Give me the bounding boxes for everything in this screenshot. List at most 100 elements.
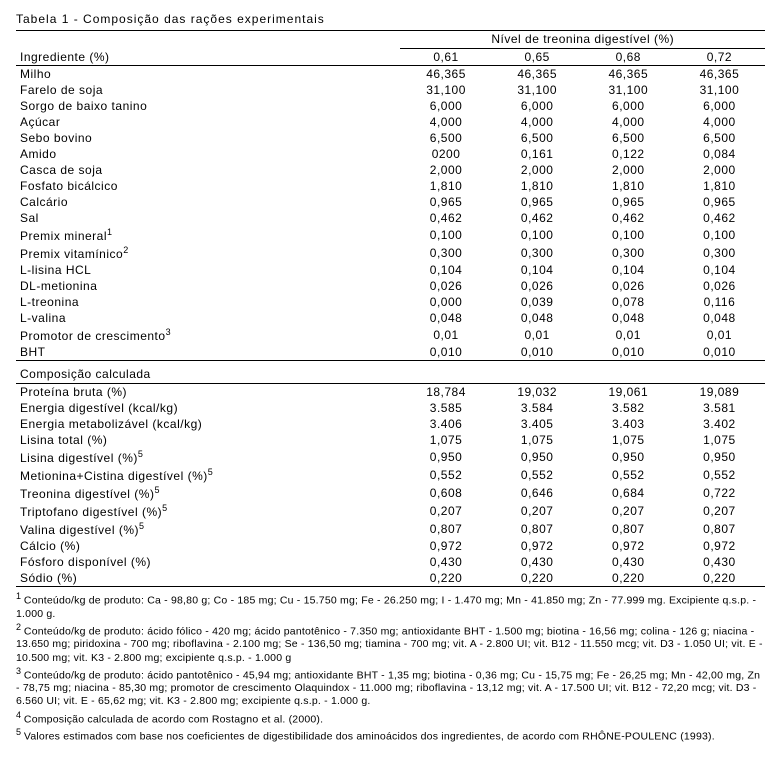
value-cell: 0,000	[400, 294, 491, 310]
value-cell: 0,300	[400, 244, 491, 262]
value-cell: 0,462	[400, 210, 491, 226]
table-row: DL-metionina0,0260,0260,0260,026	[16, 278, 765, 294]
value-cell: 6,500	[400, 130, 491, 146]
value-cell: 1,810	[400, 178, 491, 194]
value-cell: 0,462	[492, 210, 583, 226]
value-cell: 1,075	[400, 432, 491, 448]
value-cell: 2,000	[400, 162, 491, 178]
value-cell: 0,220	[400, 570, 491, 587]
value-cell: 0,010	[492, 344, 583, 361]
value-cell: 0,207	[583, 502, 674, 520]
value-cell: 0,300	[674, 244, 765, 262]
value-cell: 0,100	[583, 226, 674, 244]
value-cell: 46,365	[400, 66, 491, 83]
value-cell: 0,010	[674, 344, 765, 361]
calc-section-header: Composição calculada	[16, 361, 765, 384]
value-cell: 0,972	[492, 538, 583, 554]
value-cell: 0,026	[400, 278, 491, 294]
value-cell: 1,075	[674, 432, 765, 448]
ingredient-name: Energia digestível (kcal/kg)	[16, 400, 400, 416]
value-cell: 0,100	[674, 226, 765, 244]
value-cell: 0,220	[583, 570, 674, 587]
value-cell: 0,950	[583, 448, 674, 466]
value-cell: 18,784	[400, 384, 491, 401]
ingredient-name: Treonina digestível (%)5	[16, 484, 400, 502]
ingredient-name: Sódio (%)	[16, 570, 400, 587]
value-cell: 0,026	[492, 278, 583, 294]
ingredient-name: Fósforo disponível (%)	[16, 554, 400, 570]
value-cell: 2,000	[492, 162, 583, 178]
value-cell: 0,010	[583, 344, 674, 361]
value-cell: 31,100	[492, 82, 583, 98]
group-header: Nível de treonina digestível (%)	[400, 31, 765, 49]
table-row: Casca de soja2,0002,0002,0002,000	[16, 162, 765, 178]
value-cell: 46,365	[674, 66, 765, 83]
ingredient-col-header: Ingrediente (%)	[16, 31, 400, 66]
value-cell: 0,220	[492, 570, 583, 587]
value-cell: 0,950	[400, 448, 491, 466]
value-cell: 0,010	[400, 344, 491, 361]
table-row: Cálcio (%)0,9720,9720,9720,972	[16, 538, 765, 554]
ingredient-name: DL-metionina	[16, 278, 400, 294]
table-row: Lisina digestível (%)50,9500,9500,9500,9…	[16, 448, 765, 466]
ingredient-name: Farelo de soja	[16, 82, 400, 98]
value-cell: 0,972	[674, 538, 765, 554]
value-cell: 19,089	[674, 384, 765, 401]
value-cell: 0,300	[492, 244, 583, 262]
value-cell: 31,100	[400, 82, 491, 98]
ingredient-name: Sorgo de baixo tanino	[16, 98, 400, 114]
table-title: Tabela 1 - Composição das rações experim…	[16, 12, 765, 26]
value-cell: 3.581	[674, 400, 765, 416]
table-row: Energia digestível (kcal/kg)3.5853.5843.…	[16, 400, 765, 416]
level-header: 0,65	[492, 49, 583, 66]
value-cell: 0,430	[400, 554, 491, 570]
value-cell: 1,075	[583, 432, 674, 448]
ingredient-name: Sebo bovino	[16, 130, 400, 146]
ingredient-name: BHT	[16, 344, 400, 361]
value-cell: 4,000	[674, 114, 765, 130]
table-row: Promotor de crescimento30,010,010,010,01	[16, 326, 765, 344]
value-cell: 0,972	[400, 538, 491, 554]
value-cell: 19,032	[492, 384, 583, 401]
table-row: L-lisina HCL0,1040,1040,1040,104	[16, 262, 765, 278]
value-cell: 0,220	[674, 570, 765, 587]
ingredient-name: Valina digestível (%)5	[16, 520, 400, 538]
value-cell: 0,807	[583, 520, 674, 538]
table-row: Lisina total (%)1,0751,0751,0751,075	[16, 432, 765, 448]
value-cell: 0,116	[674, 294, 765, 310]
table-row: Triptofano digestível (%)50,2070,2070,20…	[16, 502, 765, 520]
value-cell: 0,048	[674, 310, 765, 326]
table-row: Farelo de soja31,10031,10031,10031,100	[16, 82, 765, 98]
table-row: Premix mineral10,1000,1000,1000,100	[16, 226, 765, 244]
value-cell: 0,462	[583, 210, 674, 226]
ingredient-name: L-treonina	[16, 294, 400, 310]
value-cell: 0,965	[492, 194, 583, 210]
value-cell: 0,552	[400, 466, 491, 484]
value-cell: 0,207	[674, 502, 765, 520]
value-cell: 0,01	[400, 326, 491, 344]
value-cell: 31,100	[583, 82, 674, 98]
value-cell: 0,01	[583, 326, 674, 344]
value-cell: 0,104	[492, 262, 583, 278]
value-cell: 0,01	[492, 326, 583, 344]
value-cell: 0,430	[492, 554, 583, 570]
value-cell: 0,161	[492, 146, 583, 162]
ingredient-name: Lisina digestível (%)5	[16, 448, 400, 466]
value-cell: 6,500	[492, 130, 583, 146]
value-cell: 0,01	[674, 326, 765, 344]
value-cell: 0,122	[583, 146, 674, 162]
value-cell: 19,061	[583, 384, 674, 401]
value-cell: 0,039	[492, 294, 583, 310]
value-cell: 0,807	[674, 520, 765, 538]
value-cell: 0,104	[674, 262, 765, 278]
level-header: 0,68	[583, 49, 674, 66]
table-row: Calcário0,9650,9650,9650,965	[16, 194, 765, 210]
ingredient-name: Amido	[16, 146, 400, 162]
level-header: 0,61	[400, 49, 491, 66]
footnote: 1 Conteúdo/kg de produto: Ca - 98,80 g; …	[16, 591, 765, 621]
footnote: 2 Conteúdo/kg de produto: ácido fólico -…	[16, 622, 765, 665]
value-cell: 0,646	[492, 484, 583, 502]
value-cell: 0,807	[400, 520, 491, 538]
value-cell: 3.405	[492, 416, 583, 432]
ingredient-name: Energia metabolizável (kcal/kg)	[16, 416, 400, 432]
